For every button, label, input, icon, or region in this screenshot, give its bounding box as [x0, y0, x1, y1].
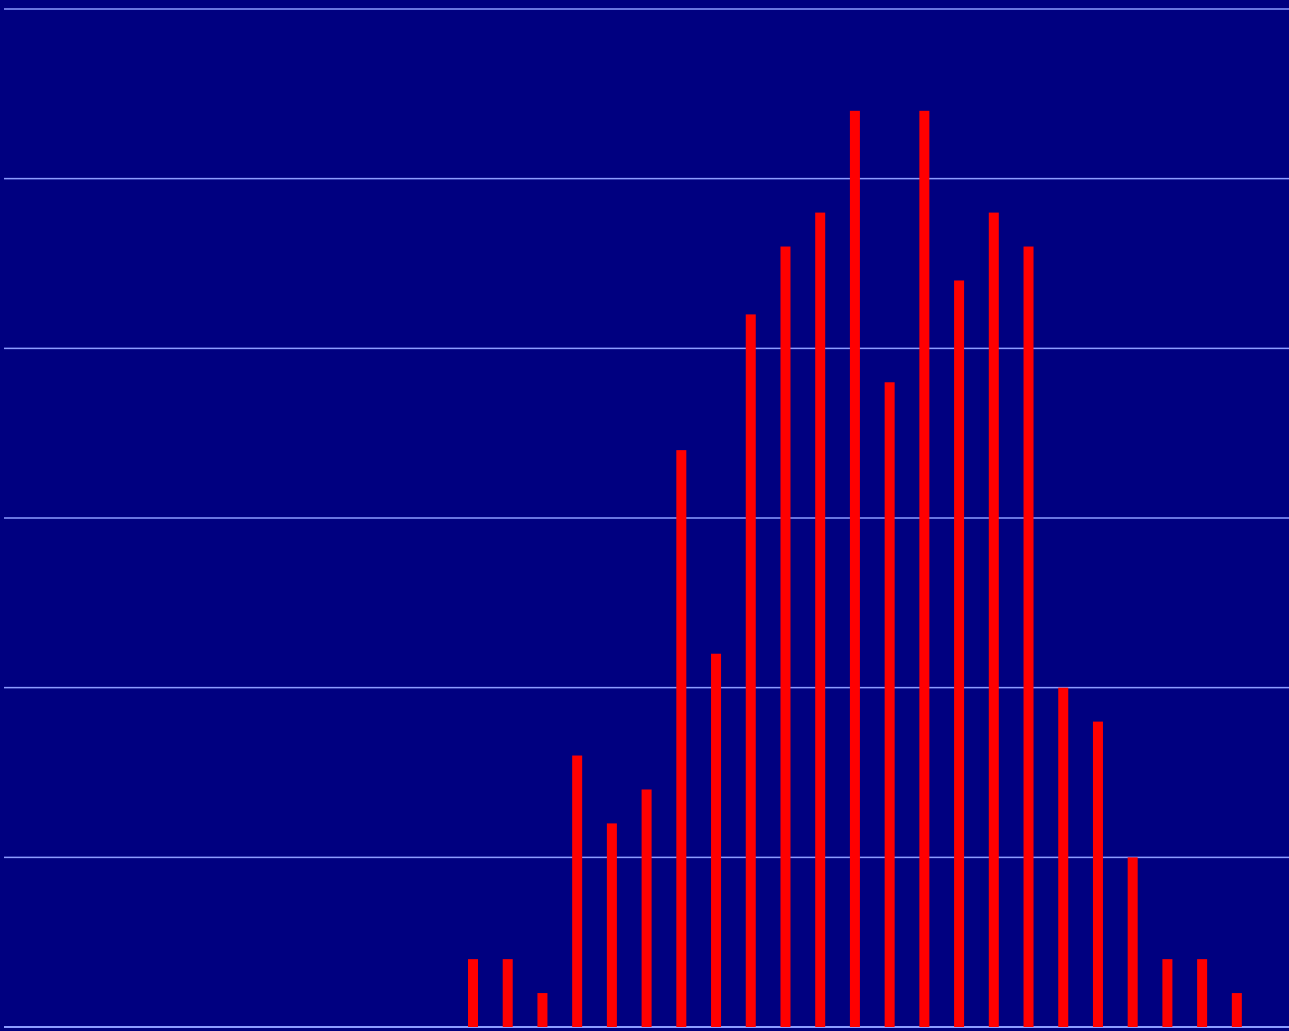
bar-23 [780, 246, 791, 1028]
bar-14 [468, 959, 478, 1027]
bar-31 [1058, 687, 1069, 1027]
bar-24 [815, 212, 826, 1028]
bar-35 [1197, 959, 1208, 1027]
bar-19 [641, 789, 652, 1027]
bar-34 [1162, 959, 1173, 1027]
bar-21 [711, 653, 722, 1027]
bar-33 [1127, 857, 1138, 1027]
bar-29 [988, 212, 999, 1028]
bar-30 [1023, 246, 1034, 1028]
bar-16 [537, 993, 548, 1027]
bar-17 [572, 755, 583, 1027]
bar-18 [606, 823, 617, 1027]
bar-28 [954, 280, 965, 1027]
bar-20 [676, 450, 687, 1028]
bar-32 [1092, 721, 1103, 1027]
bar-22 [745, 314, 756, 1027]
bars [468, 110, 1242, 1028]
bar-36 [1231, 993, 1242, 1027]
bar-27 [919, 110, 930, 1028]
bar-15 [502, 959, 513, 1027]
gridlines [4, 8, 1289, 1028]
bar-25 [849, 110, 860, 1028]
bar-26 [884, 382, 895, 1027]
